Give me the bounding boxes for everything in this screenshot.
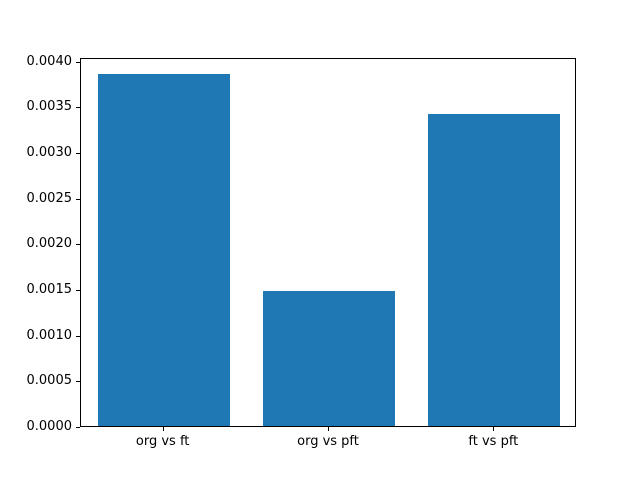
y-tick-label: 0.0010 bbox=[26, 327, 73, 343]
x-tick-mark bbox=[328, 427, 329, 431]
bar bbox=[262, 290, 396, 426]
y-tick-mark bbox=[76, 244, 80, 246]
y-tick-label: 0.0040 bbox=[26, 53, 73, 69]
x-tick-label: org vs pft bbox=[297, 434, 359, 449]
y-tick-label: 0.0020 bbox=[26, 236, 73, 252]
y-tick-label: 0.0030 bbox=[26, 145, 73, 161]
y-tick-label: 0.0025 bbox=[26, 190, 73, 206]
y-tick-mark bbox=[76, 335, 80, 337]
y-tick-label: 0.0035 bbox=[26, 99, 73, 115]
y-tick-label: 0.0000 bbox=[26, 419, 73, 434]
x-tick-mark bbox=[162, 427, 164, 431]
plot-area bbox=[80, 58, 576, 427]
x-tick-label: ft vs pft bbox=[468, 434, 519, 449]
y-tick-mark bbox=[76, 290, 80, 292]
bar bbox=[428, 113, 561, 426]
y-tick-mark bbox=[76, 153, 80, 155]
x-tick-mark bbox=[493, 427, 495, 431]
y-tick-label: 0.0015 bbox=[26, 282, 73, 298]
y-tick-mark bbox=[76, 61, 80, 63]
y-tick-mark bbox=[76, 381, 80, 383]
y-tick-mark bbox=[76, 198, 80, 200]
x-tick-label: org vs ft bbox=[135, 434, 190, 449]
y-tick-mark bbox=[76, 427, 80, 428]
y-tick-label: 0.0005 bbox=[26, 373, 73, 389]
bar bbox=[97, 73, 230, 426]
y-tick-mark bbox=[76, 107, 80, 109]
